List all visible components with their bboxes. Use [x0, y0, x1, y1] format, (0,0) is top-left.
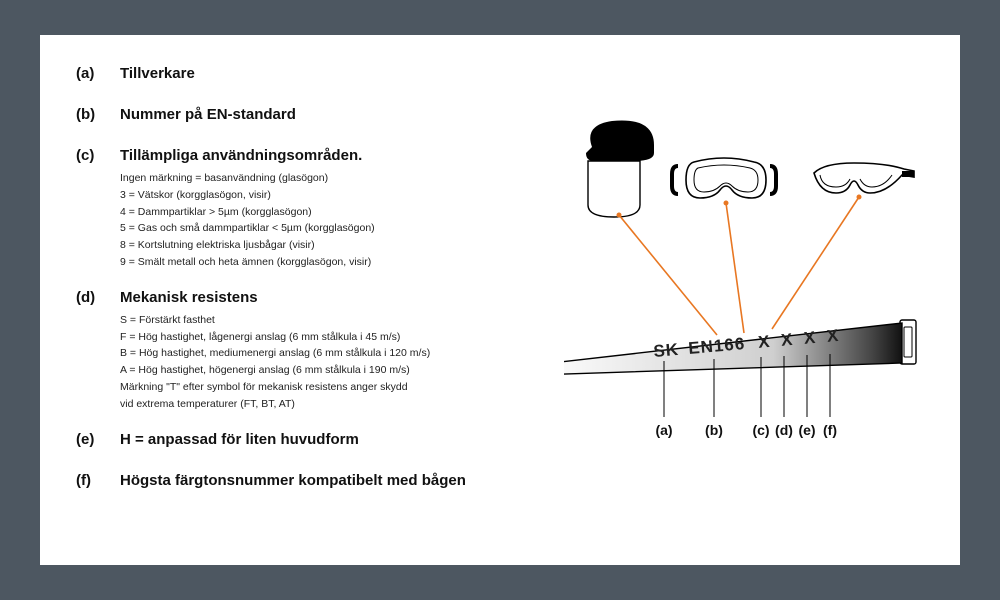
orange-lines [617, 195, 862, 336]
item-a: (a) Tillverkare [76, 65, 554, 88]
item-b: (b) Nummer på EN-standard [76, 106, 554, 129]
d-line: F = Hög hastighet, lågenergi anslag (6 m… [120, 329, 430, 346]
title-f: Högsta färgtonsnummer kompatibelt med bå… [120, 472, 466, 489]
temple-arm: SK EN166 X X X X [564, 320, 916, 375]
item-f: (f) Högsta färgtonsnummer kompatibelt me… [76, 472, 554, 495]
diagram-svg: SK EN166 X X X X [564, 65, 924, 545]
sub-d: S = Förstärkt fasthet F = Hög hastighet,… [120, 312, 430, 413]
callout-e: (e) [798, 422, 815, 438]
c-line: 5 = Gas och små dammpartiklar < 5µm (kor… [120, 220, 375, 237]
c-line: 8 = Kortslutning elektriska ljusbågar (v… [120, 237, 375, 254]
d-line: S = Förstärkt fasthet [120, 312, 430, 329]
face-shield-icon [586, 121, 654, 218]
key-e: (e) [76, 431, 120, 454]
marking-x4: X [826, 326, 840, 346]
d-line: A = Hög hastighet, högenergi anslag (6 m… [120, 362, 430, 379]
c-line: 3 = Vätskor (korgglasögon, visir) [120, 187, 375, 204]
key-c: (c) [76, 147, 120, 271]
callout-f: (f) [823, 422, 837, 438]
item-e: (e) H = anpassad för liten huvudform [76, 431, 554, 454]
callout-a: (a) [655, 422, 672, 438]
marking-x2: X [780, 330, 794, 350]
marking-sk: SK [653, 340, 680, 361]
d-line: Märkning "T" efter symbol för mekanisk r… [120, 379, 430, 396]
sub-c: Ingen märkning = basanvändning (glasögon… [120, 170, 375, 271]
title-c: Tillämpliga användningsområden. [120, 147, 375, 164]
glasses-icon [814, 163, 914, 193]
title-d: Mekanisk resistens [120, 289, 430, 306]
legend-column: (a) Tillverkare (b) Nummer på EN-standar… [76, 65, 564, 545]
c-line: 4 = Dammpartiklar > 5µm (korgglasögon) [120, 204, 375, 221]
key-b: (b) [76, 106, 120, 129]
goggles-icon [672, 158, 776, 198]
c-line: Ingen märkning = basanvändning (glasögon… [120, 170, 375, 187]
callout-labels: (a) (b) (c) (d) (e) (f) [655, 422, 837, 438]
key-f: (f) [76, 472, 120, 495]
callout-b: (b) [705, 422, 723, 438]
key-a: (a) [76, 65, 120, 88]
columns: (a) Tillverkare (b) Nummer på EN-standar… [76, 65, 924, 545]
title-e: H = anpassad för liten huvudform [120, 431, 359, 448]
d-line: vid extrema temperaturer (FT, BT, AT) [120, 396, 430, 413]
callout-c: (c) [752, 422, 769, 438]
callout-d: (d) [775, 422, 793, 438]
item-d: (d) Mekanisk resistens S = Förstärkt fas… [76, 289, 554, 413]
d-line: B = Hög hastighet, mediumenergi anslag (… [120, 345, 430, 362]
diagram-column: SK EN166 X X X X [564, 65, 924, 545]
item-c: (c) Tillämpliga användningsområden. Inge… [76, 147, 554, 271]
key-d: (d) [76, 289, 120, 413]
card: (a) Tillverkare (b) Nummer på EN-standar… [40, 35, 960, 565]
title-b: Nummer på EN-standard [120, 106, 296, 123]
c-line: 9 = Smält metall och heta ämnen (korggla… [120, 254, 375, 271]
marking-x1: X [757, 332, 771, 352]
marking-x3: X [803, 328, 817, 348]
title-a: Tillverkare [120, 65, 195, 82]
